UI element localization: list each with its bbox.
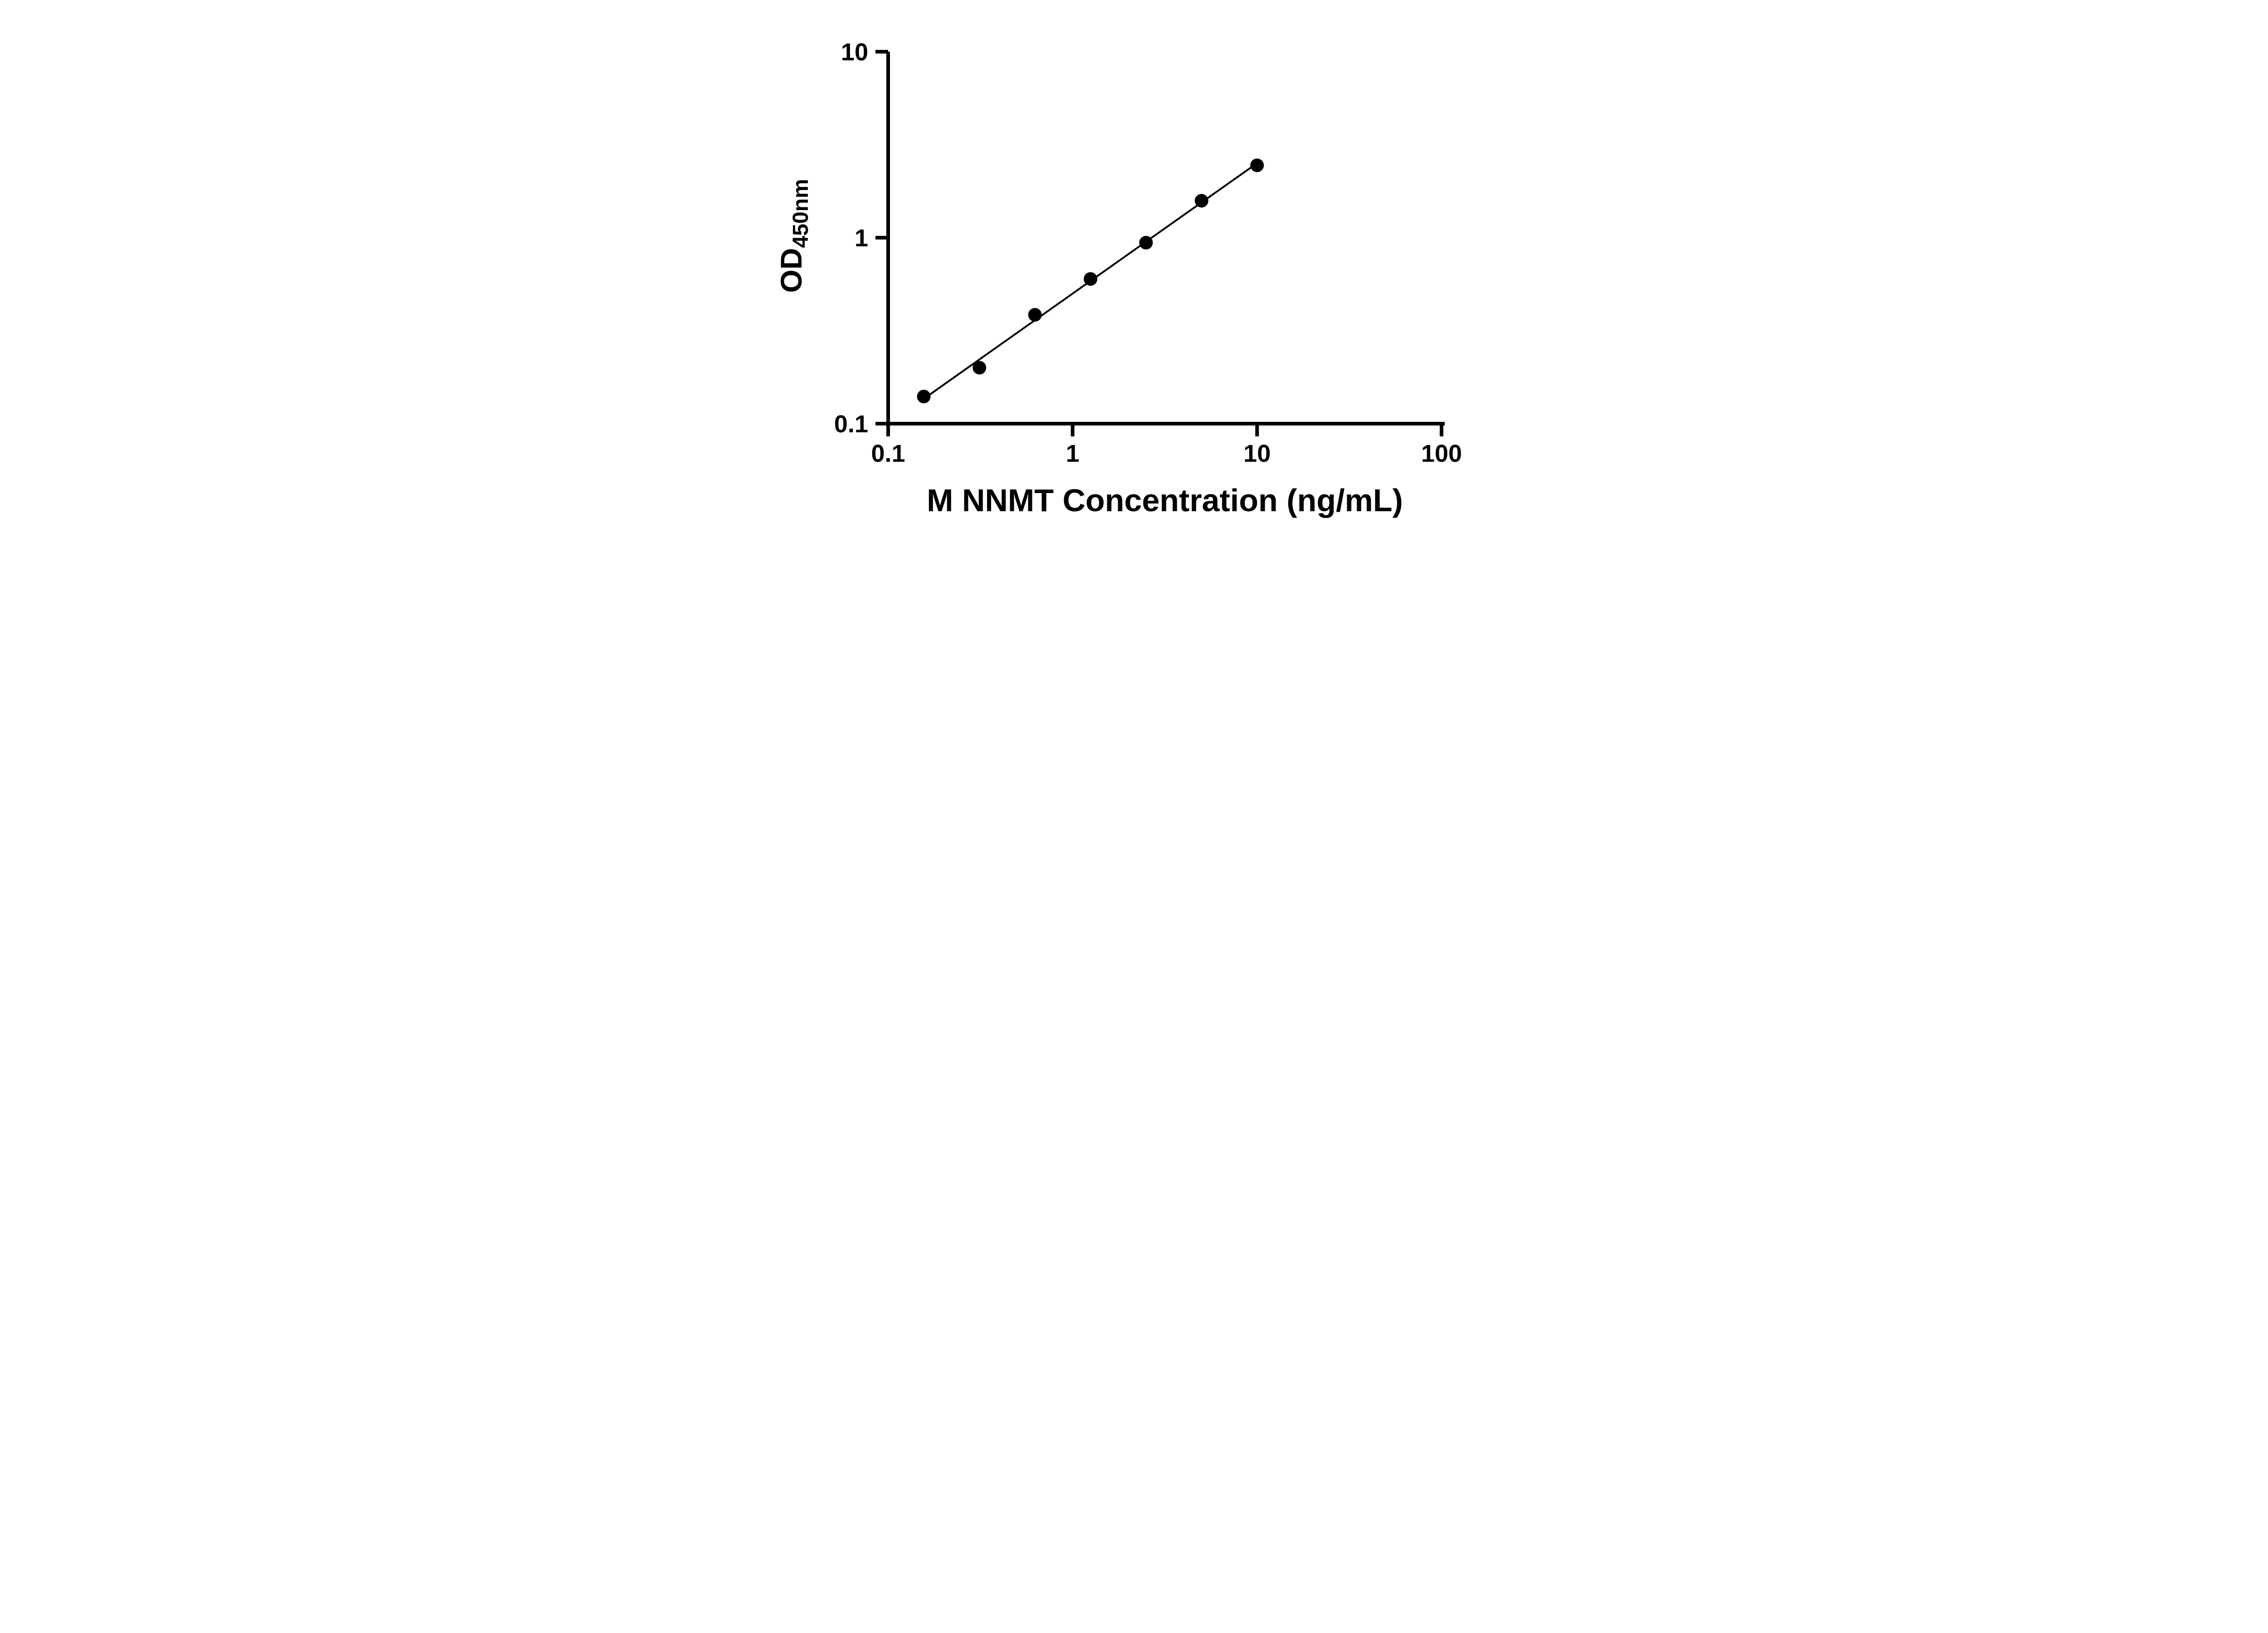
y-axis-title-main: OD xyxy=(774,248,808,293)
data-point xyxy=(1084,272,1098,286)
data-point xyxy=(1194,194,1208,208)
data-point xyxy=(1250,158,1264,172)
axes xyxy=(886,52,1445,425)
y-tick-label: 1 xyxy=(855,225,868,252)
x-axis-title: M NNMT Concentration (ng/mL) xyxy=(927,483,1403,518)
data-point xyxy=(1139,236,1153,250)
x-tick-label: 0.1 xyxy=(871,440,905,467)
x-tick-label: 1 xyxy=(1066,440,1080,467)
chart-canvas: 0.1 1 10 100 0.1 1 10 M NNMT Concentration (ng… xyxy=(753,0,1515,544)
data-point xyxy=(917,390,931,404)
standard-curve-figure: 0.1 1 10 100 0.1 1 10 M NNMT Concentration (ng… xyxy=(753,0,1515,544)
data-point xyxy=(973,361,987,375)
plot-area: 0.1 1 10 100 0.1 1 10 xyxy=(834,39,1462,467)
y-tick-label: 10 xyxy=(841,39,868,66)
y-axis-title-sub: 450nm xyxy=(789,179,813,248)
x-tick-label: 100 xyxy=(1421,440,1462,467)
y-axis-title: OD450nm xyxy=(774,179,813,293)
x-tick-label: 10 xyxy=(1243,440,1271,467)
data-point xyxy=(1028,308,1042,322)
y-tick-label: 0.1 xyxy=(834,411,868,438)
page: 0.1 1 10 100 0.1 1 10 M NNMT Concentration (ng… xyxy=(753,0,1515,544)
